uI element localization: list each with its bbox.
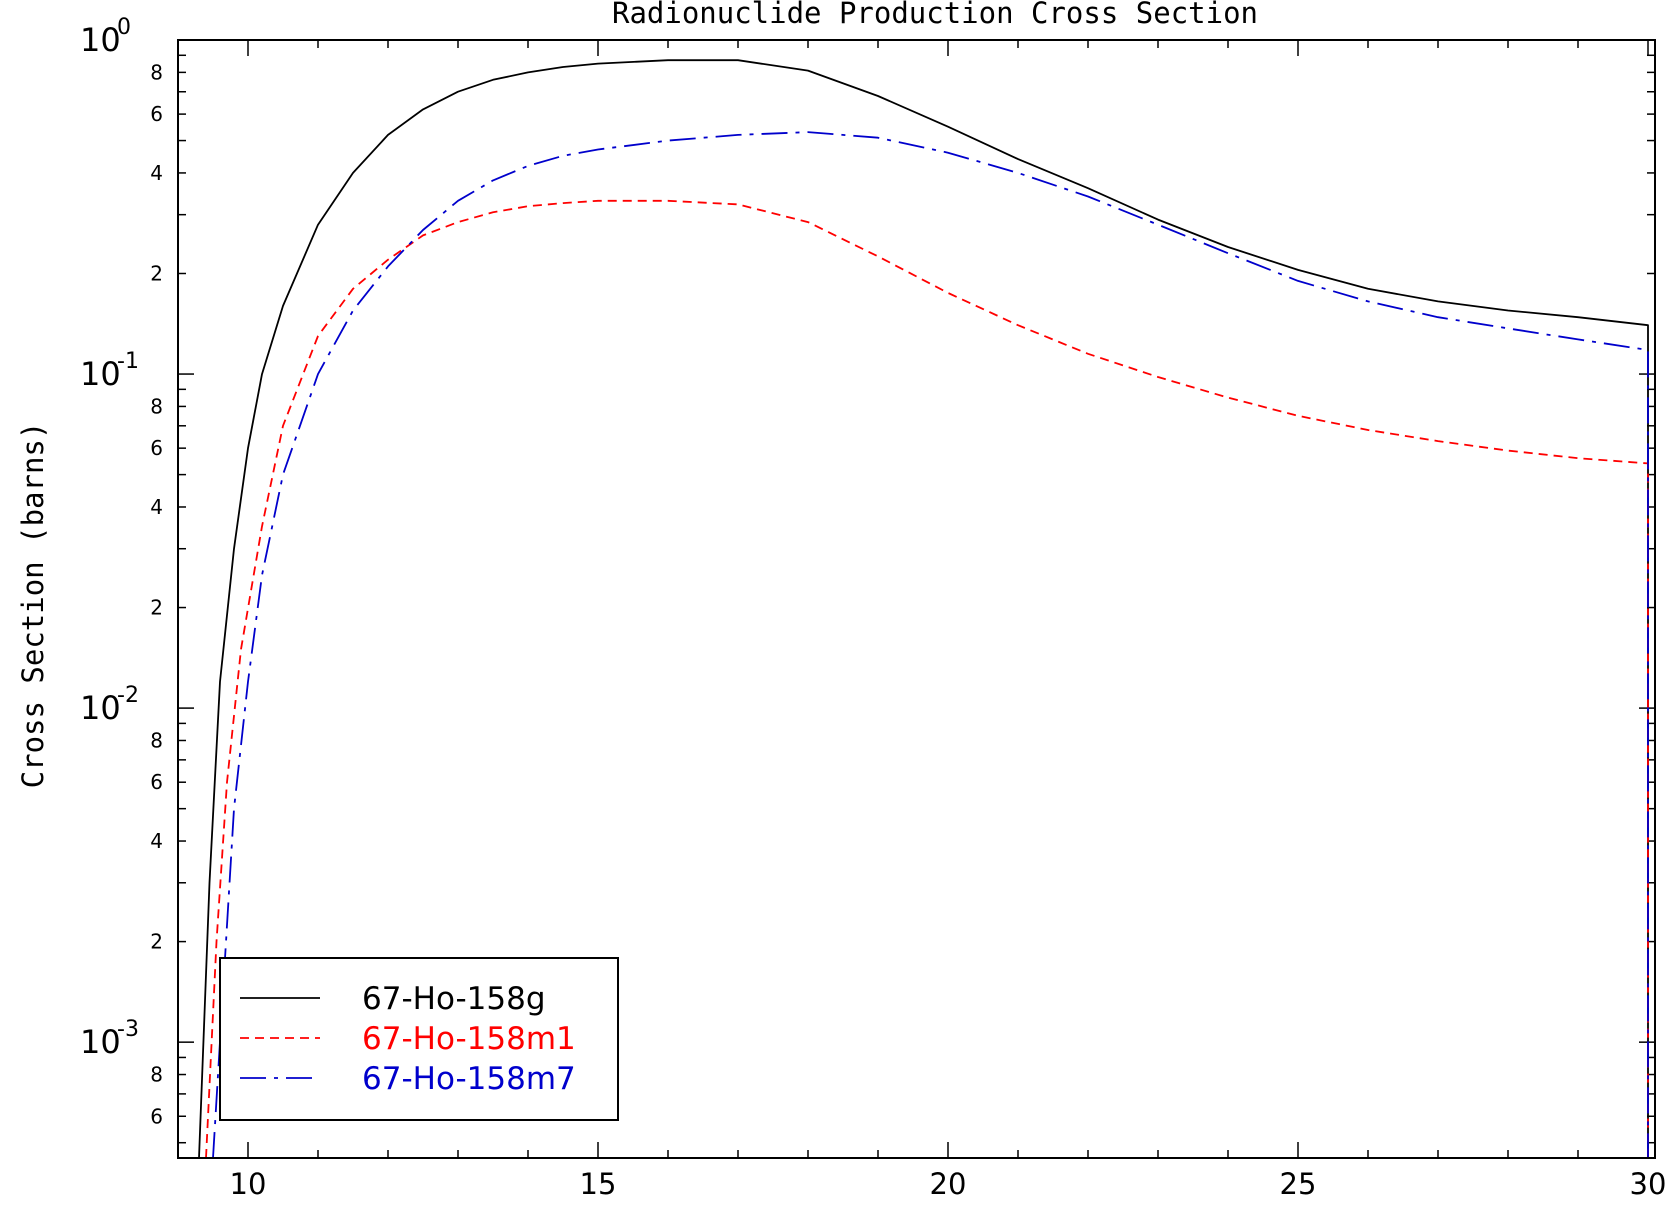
y-decade-tick-label: 10-3	[80, 1017, 139, 1061]
series-line-2	[205, 199, 1649, 1158]
legend-label-2: 67-Ho-158m1	[362, 1021, 576, 1057]
y-minor-tick-label: 8	[150, 60, 163, 84]
y-decade-tick-label: 10-2	[80, 683, 139, 727]
y-minor-tick-label: 8	[150, 394, 163, 418]
series-group	[198, 59, 1649, 1158]
y-axis-label: Cross Section (barns)	[16, 422, 50, 789]
y-minor-tick-label: 6	[150, 436, 163, 460]
y-minor-tick-label: 4	[150, 829, 163, 853]
y-minor-tick-label: 8	[150, 1063, 163, 1087]
y-decade-tick-label: 100	[80, 15, 131, 59]
y-decade-base: 10	[80, 689, 121, 727]
chart-title: Radionuclide Production Cross Section	[612, 0, 1258, 30]
plot-frame	[177, 39, 1656, 1159]
y-decade-exponent: -2	[117, 683, 139, 708]
y-minor-tick-label: 2	[150, 596, 163, 620]
y-decade-exponent: -1	[117, 349, 139, 374]
series-line-1	[198, 59, 1649, 1158]
x-tick-label: 20	[930, 1167, 967, 1201]
series-line-3	[212, 131, 1649, 1158]
x-tick-label: 30	[1630, 1167, 1667, 1201]
x-tick-label: 10	[230, 1167, 267, 1201]
legend-label-3: 67-Ho-158m7	[362, 1061, 576, 1097]
y-decade-base: 10	[80, 355, 121, 393]
x-tick-label: 25	[1280, 1167, 1317, 1201]
y-minor-tick-label: 6	[150, 1104, 163, 1128]
y-minor-tick-label: 6	[150, 770, 163, 794]
y-minor-tick-label: 4	[150, 495, 163, 519]
y-minor-tick-label: 2	[150, 261, 163, 285]
y-decade-exponent: -3	[117, 1017, 139, 1042]
y-decade-base: 10	[80, 1023, 121, 1061]
y-minor-tick-label: 4	[150, 161, 163, 185]
y-minor-tick-label: 2	[150, 930, 163, 954]
x-tick-label: 15	[580, 1167, 617, 1201]
legend-box	[219, 957, 619, 1121]
y-decade-tick-label: 10-1	[80, 349, 139, 393]
y-decade-base: 10	[80, 21, 121, 59]
y-minor-tick-label: 6	[150, 102, 163, 126]
y-minor-tick-label: 8	[150, 728, 163, 752]
legend-label-1: 67-Ho-158g	[362, 981, 546, 1017]
legend: 67-Ho-158g 67-Ho-158m1 67-Ho-158m7	[219, 957, 619, 1121]
y-decade-exponent: 0	[117, 15, 131, 40]
